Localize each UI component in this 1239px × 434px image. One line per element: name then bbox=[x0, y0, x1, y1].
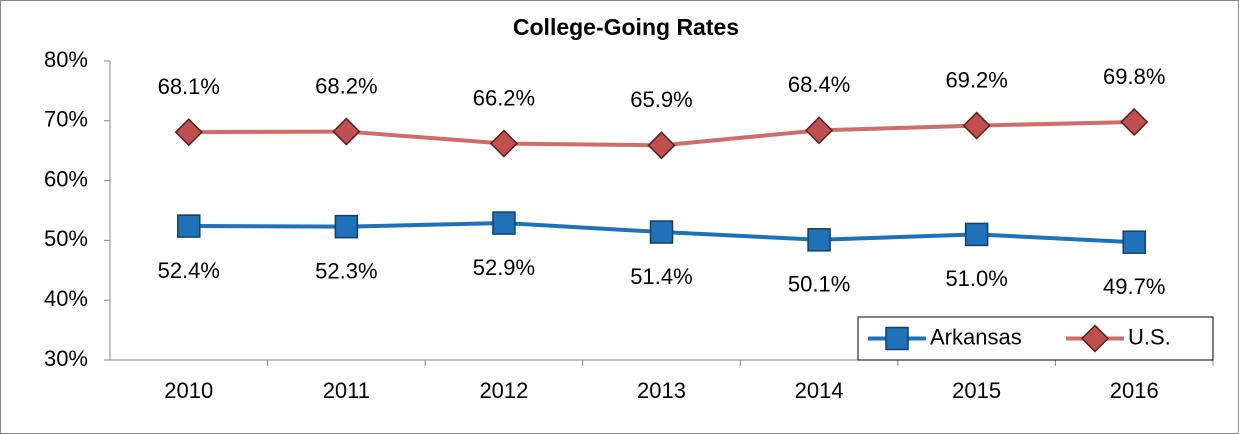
x-tick-label: 2013 bbox=[637, 378, 686, 403]
point-marker bbox=[962, 111, 991, 140]
point-marker bbox=[174, 118, 203, 147]
point-marker bbox=[964, 222, 989, 247]
x-tick-label: 2012 bbox=[479, 378, 528, 403]
point-marker bbox=[489, 129, 518, 158]
x-tick-label: 2015 bbox=[952, 378, 1001, 403]
chart-title: College-Going Rates bbox=[513, 14, 739, 40]
y-tick-label: 80% bbox=[44, 47, 88, 72]
point-marker bbox=[492, 211, 516, 235]
data-label: 69.8% bbox=[1103, 64, 1165, 89]
data-label: 52.4% bbox=[158, 258, 220, 283]
point-marker bbox=[885, 326, 909, 351]
y-tick-label: 50% bbox=[44, 226, 88, 251]
x-tick-label: 2010 bbox=[164, 378, 213, 403]
data-label: 52.9% bbox=[473, 255, 535, 280]
data-label: 65.9% bbox=[630, 87, 692, 112]
data-label: 68.1% bbox=[158, 74, 220, 99]
point-marker bbox=[647, 131, 676, 160]
point-marker bbox=[649, 220, 674, 244]
data-label: 66.2% bbox=[473, 85, 535, 110]
x-tick-label: 2016 bbox=[1110, 378, 1159, 403]
data-label: 50.1% bbox=[788, 272, 850, 297]
point-marker bbox=[1080, 324, 1110, 353]
point-marker bbox=[334, 214, 359, 239]
data-label: 68.4% bbox=[788, 72, 850, 97]
point-marker bbox=[332, 117, 361, 146]
data-label: 51.4% bbox=[630, 264, 692, 289]
x-tick-label: 2014 bbox=[795, 378, 844, 403]
y-tick-label: 60% bbox=[44, 166, 88, 191]
point-marker bbox=[805, 116, 834, 145]
y-tick-label: 70% bbox=[44, 107, 88, 132]
point-marker bbox=[807, 228, 831, 252]
y-tick-label: 30% bbox=[44, 346, 88, 371]
point-marker bbox=[1120, 107, 1149, 137]
data-label: 69.2% bbox=[945, 67, 1007, 92]
point-marker bbox=[1122, 230, 1146, 254]
legend-label: Arkansas bbox=[930, 324, 1022, 349]
legend-label: U.S. bbox=[1128, 324, 1171, 349]
y-tick-label: 40% bbox=[44, 286, 88, 311]
data-label: 68.2% bbox=[315, 73, 377, 98]
data-label: 51.0% bbox=[945, 266, 1007, 291]
data-label: 49.7% bbox=[1103, 274, 1165, 299]
data-label: 52.3% bbox=[315, 258, 377, 283]
x-tick-label: 2011 bbox=[323, 378, 370, 403]
point-marker bbox=[177, 214, 201, 238]
